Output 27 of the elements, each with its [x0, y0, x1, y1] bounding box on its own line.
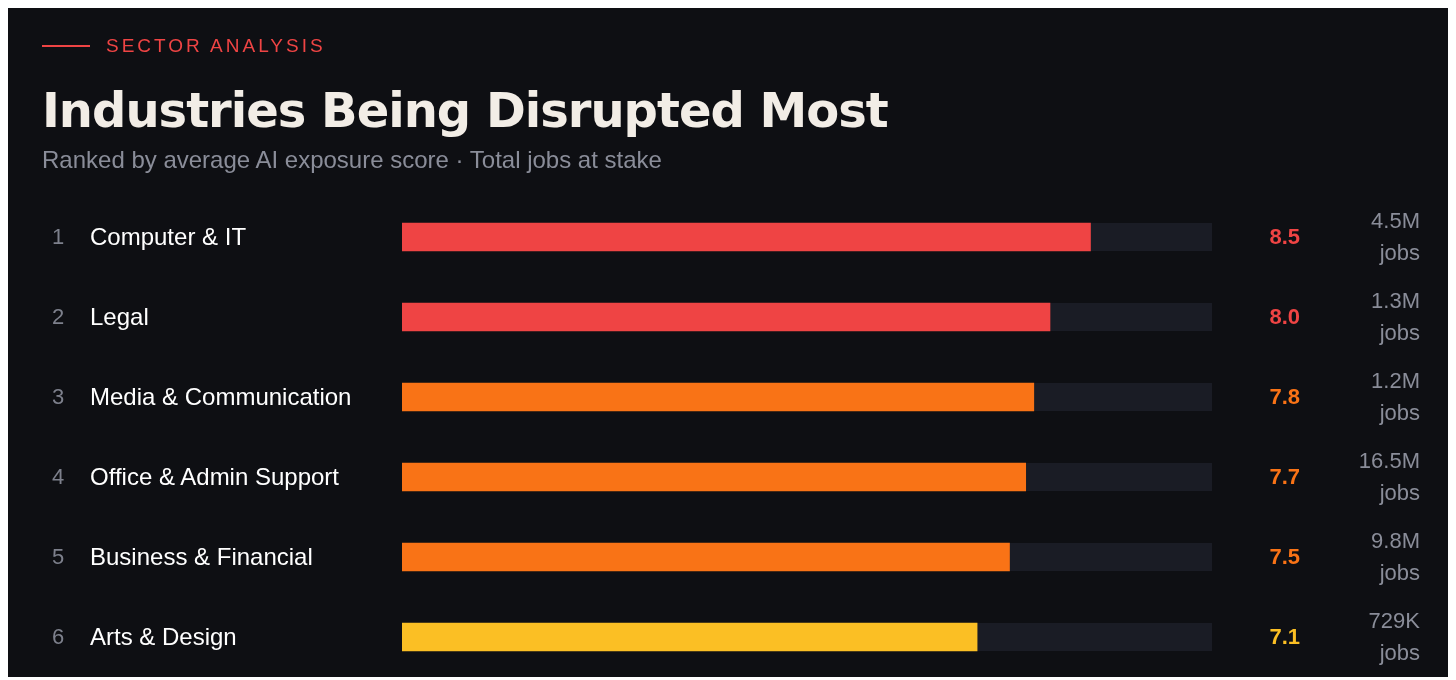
- text: 1: [50, 223, 66, 251]
- text: 3: [50, 383, 66, 411]
- y-tick-label: Business & Financial: [90, 542, 313, 572]
- text: 9.8M jobs: [1370, 527, 1420, 587]
- data-label: 8.5: [1269, 223, 1300, 251]
- data-label: 7.7: [1269, 463, 1300, 491]
- text: 2: [50, 303, 66, 331]
- text: 729K jobs: [1367, 607, 1420, 667]
- data-label: 7.8: [1269, 383, 1300, 411]
- text: SECTOR ANALYSIS: [106, 35, 326, 57]
- chart-subtitle: Ranked by average AI exposure score · Total jobs at stake: [42, 146, 663, 174]
- text: 5: [50, 543, 66, 571]
- data-label: 7.1: [1269, 623, 1300, 651]
- y-tick-label: Arts & Design: [90, 622, 237, 652]
- data-label: 8.0: [1269, 303, 1300, 331]
- text: 1.2M jobs: [1370, 367, 1420, 427]
- y-tick-label: Office & Admin Support: [90, 462, 340, 492]
- chart-title: Industries Being Disrupted Most: [42, 81, 889, 140]
- text: 4: [50, 463, 66, 491]
- text: 16.5M jobs: [1357, 447, 1420, 507]
- text: 4.5M jobs: [1370, 207, 1420, 267]
- data-label: 7.5: [1269, 543, 1300, 571]
- text: 6: [50, 623, 66, 651]
- y-tick-label: Media & Communication: [90, 382, 352, 412]
- y-tick-label: Computer & IT: [90, 222, 247, 252]
- y-tick-label: Legal: [90, 302, 149, 332]
- text: 1.3M jobs: [1370, 287, 1420, 347]
